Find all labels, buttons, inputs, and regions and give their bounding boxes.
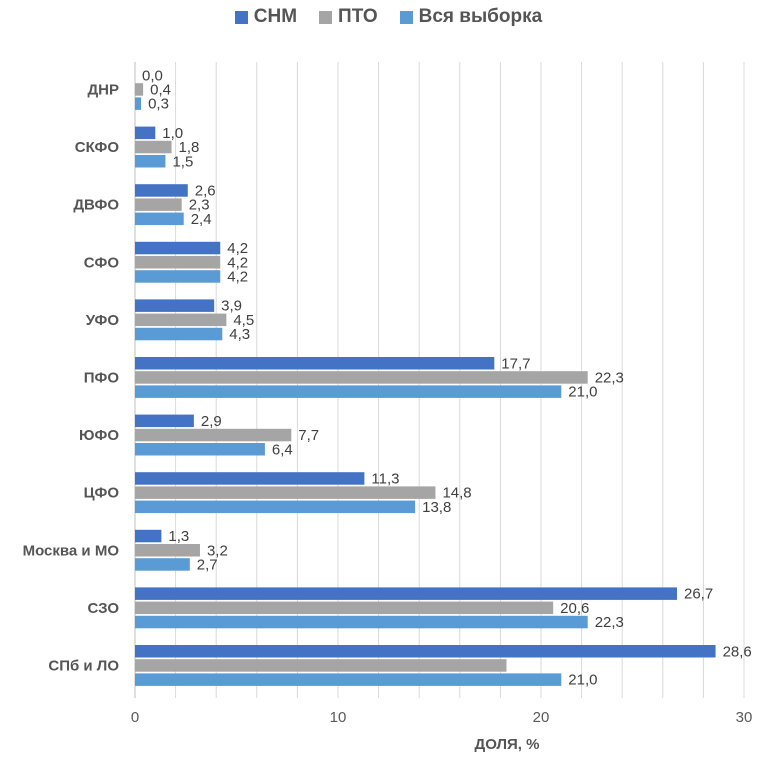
data-label: 2,4	[191, 211, 212, 228]
bar	[135, 601, 554, 615]
data-label: 4,2	[227, 268, 248, 285]
legend-label-snm: СНМ	[253, 6, 298, 27]
data-label: 11,3	[371, 470, 399, 487]
bar	[135, 299, 215, 312]
data-label: 0,3	[148, 96, 169, 113]
category-label: СПб и ЛО	[48, 657, 119, 674]
bar	[135, 126, 156, 140]
data-labels: 0,00,40,31,01,81,52,62,32,44,24,24,23,94…	[142, 67, 752, 688]
bar	[135, 184, 188, 197]
data-label: 2,3	[189, 197, 210, 214]
bar	[135, 414, 194, 428]
data-label: 4,5	[233, 312, 254, 329]
data-label: 0,4	[150, 81, 171, 98]
data-label: 28,6	[723, 643, 752, 660]
data-label: 6,4	[272, 441, 293, 458]
bar	[135, 155, 166, 168]
data-label: 3,9	[221, 298, 242, 315]
bar	[135, 83, 144, 96]
bar	[135, 544, 200, 557]
bar	[135, 558, 190, 571]
bars	[135, 83, 716, 686]
legend-swatch-snm	[234, 10, 248, 24]
data-label: 3,2	[207, 542, 228, 559]
data-label: 4,2	[227, 240, 248, 257]
data-label: 1,0	[162, 125, 183, 142]
x-tick-label: 20	[533, 709, 550, 726]
x-tick-label: 0	[131, 709, 139, 726]
bar	[135, 615, 588, 629]
category-label: ДВФО	[73, 197, 119, 214]
legend-item-snm: СНМ	[234, 6, 298, 28]
bar	[135, 256, 221, 269]
bar	[135, 241, 221, 255]
category-label: СФО	[84, 254, 120, 271]
data-label: 4,3	[229, 326, 250, 343]
bar	[135, 97, 142, 110]
category-label: ДНР	[87, 81, 119, 98]
data-label: 26,7	[684, 586, 713, 603]
data-label: 21,0	[568, 384, 597, 401]
category-labels: ДНР СКФО ДВФО СФО УФО ПФО ЮФО ЦФО Москва и МО СЗО…	[23, 81, 120, 674]
legend-swatch-pto	[319, 10, 333, 24]
bar	[135, 140, 172, 154]
bar	[135, 500, 416, 514]
data-label: 1,3	[168, 528, 189, 545]
category-label: СКФО	[75, 139, 120, 156]
legend: СНМ ПТО Вся выборка	[0, 6, 777, 28]
bar	[135, 198, 182, 211]
data-label: 2,7	[197, 556, 218, 573]
x-tick-label: 30	[736, 709, 753, 726]
data-label: 22,3	[595, 369, 624, 386]
bar	[135, 212, 184, 226]
bar	[135, 645, 716, 658]
legend-label-pto: ПТО	[338, 6, 378, 27]
bar	[135, 371, 588, 384]
bar	[135, 529, 162, 543]
category-label: СЗО	[87, 600, 119, 617]
category-label: УФО	[86, 312, 120, 329]
legend-item-pto: ПТО	[319, 6, 378, 28]
data-label: 21,0	[568, 672, 597, 689]
bar	[135, 385, 562, 398]
category-label: ПФО	[84, 369, 120, 386]
data-label: 14,8	[442, 485, 471, 502]
data-label: 20,6	[560, 600, 589, 617]
data-label: 17,7	[501, 355, 530, 372]
data-label: 2,9	[201, 413, 222, 430]
data-label: 22,3	[595, 614, 624, 631]
bar	[135, 443, 265, 456]
bar	[135, 587, 678, 600]
x-axis-label: ДОЛЯ, %	[475, 736, 540, 753]
bar	[135, 659, 507, 672]
bar	[135, 327, 223, 341]
legend-label-all: Вся выборка	[418, 6, 543, 27]
bar	[135, 313, 227, 327]
bar	[135, 270, 221, 283]
data-label: 2,6	[195, 182, 216, 199]
data-label: 1,8	[179, 139, 200, 156]
category-label: Москва и МО	[23, 542, 120, 559]
x-tick-labels: 0 10 20 30	[131, 709, 753, 726]
data-label: 7,7	[298, 427, 319, 444]
category-label: ЦФО	[84, 485, 120, 502]
bar	[135, 472, 365, 485]
data-label: 4,2	[227, 254, 248, 271]
bar	[135, 486, 436, 499]
bar	[135, 357, 495, 370]
bar	[135, 673, 562, 686]
data-label: 0,0	[142, 67, 163, 84]
x-tick-label: 10	[330, 709, 347, 726]
legend-swatch-all	[399, 10, 413, 24]
data-label: 13,8	[422, 499, 451, 516]
category-label: ЮФО	[79, 427, 119, 444]
data-label: 1,5	[172, 153, 193, 170]
bar	[135, 428, 292, 442]
legend-item-all: Вся выборка	[399, 6, 543, 28]
